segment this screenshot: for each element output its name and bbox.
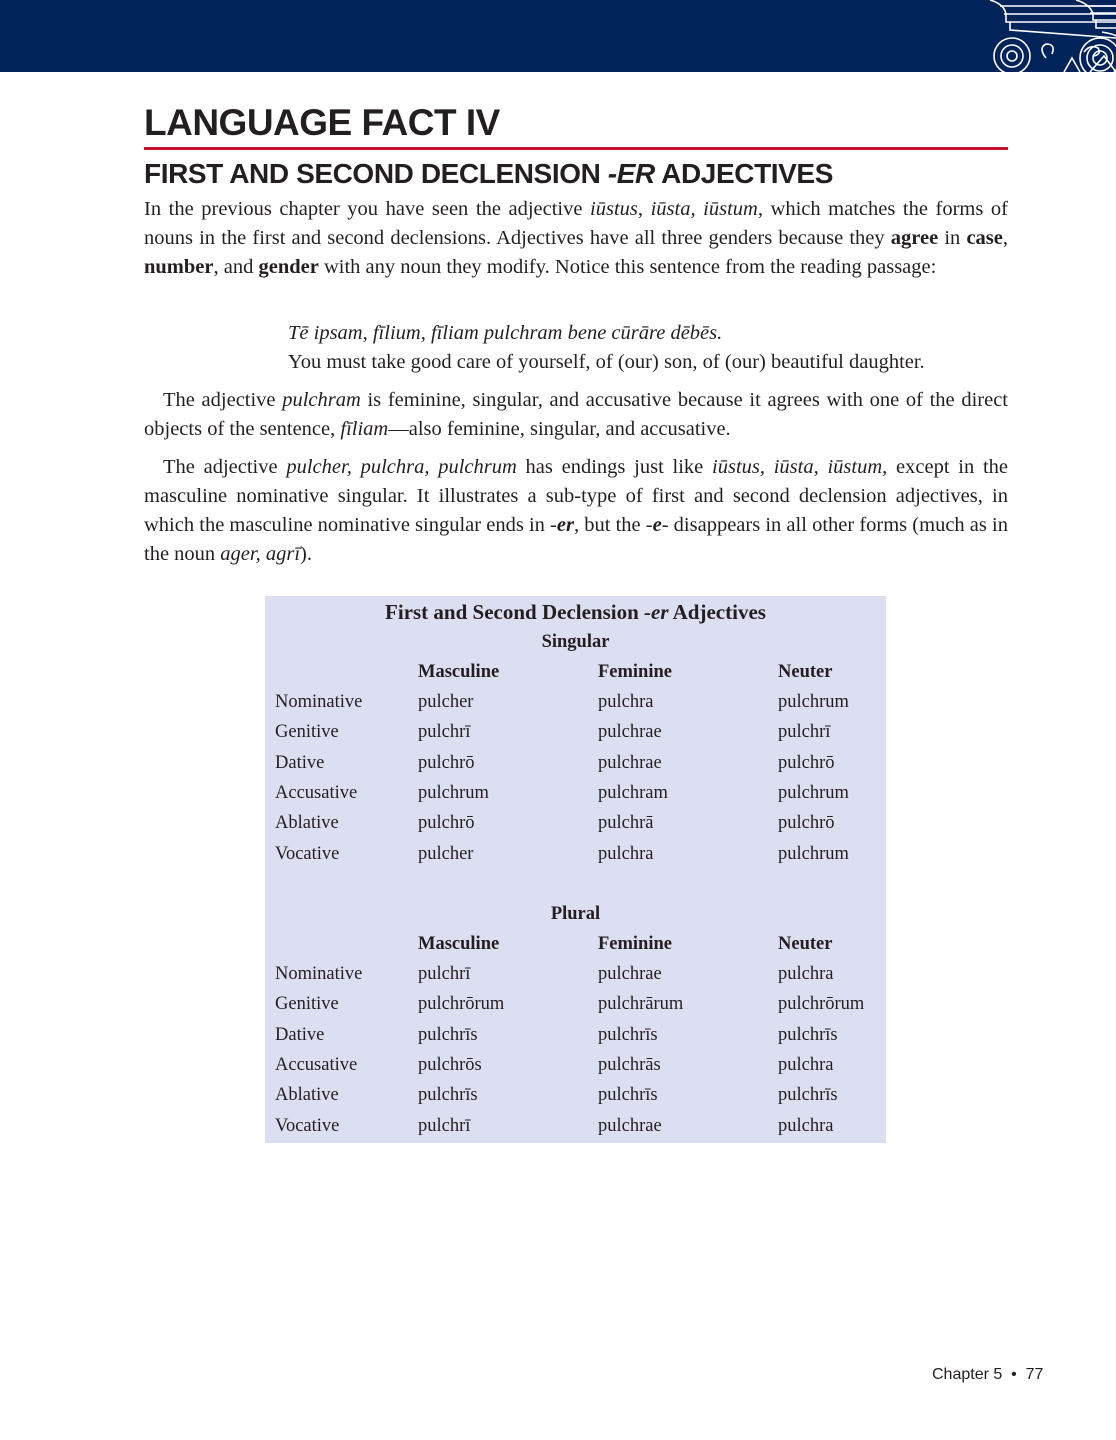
page-number: 77 [1025, 1366, 1044, 1383]
table-cell: pulchrō [778, 752, 835, 773]
table-cell: pulchrī [418, 722, 471, 743]
table-cell: pulchrīs [418, 1085, 478, 1106]
table-cell: pulchrī [418, 1115, 471, 1136]
page-footer: Chapter 5 • 77 [932, 1366, 1043, 1384]
paragraph-pulcher: The adjective pulcher, pulchra, pulchrum… [144, 456, 1009, 565]
column-header: Masculine [418, 934, 500, 954]
table-cell: pulchrae [598, 752, 662, 773]
case-label: Accusative [275, 782, 358, 803]
table-cell: pulchrum [418, 782, 489, 803]
column-header: Feminine [598, 662, 672, 682]
table-cell: pulchrōs [418, 1054, 482, 1075]
quote-latin: Tē ipsam, fīlium, fīliam pulchram bene c… [288, 322, 723, 344]
table-cell: pulchrae [598, 722, 662, 743]
table-cell: pulchrī [778, 722, 831, 743]
table-cell: pulchrā [598, 813, 654, 834]
table-cell: pulcher [418, 692, 474, 712]
column-header: Neuter [778, 662, 833, 682]
table-cell: pulchrum [778, 843, 849, 864]
column-header: Neuter [778, 934, 833, 954]
header-banner [0, 0, 1116, 72]
table-cell: pulchra [778, 1054, 834, 1075]
subtitle-text: FIRST AND SECOND DECLENSION [144, 158, 608, 189]
table-cell: pulchrīs [418, 1024, 478, 1045]
subtitle-text-end: ADJECTIVES [654, 158, 833, 189]
case-label: Genitive [275, 722, 339, 743]
subtitle-suffix: -ER [607, 158, 655, 189]
chapter-label: Chapter 5 [932, 1366, 1003, 1383]
case-label: Nominative [275, 964, 363, 984]
case-label: Ablative [275, 1085, 339, 1106]
table-cell: pulchrīs [598, 1024, 658, 1045]
declension-table: First and Second Declension -er Adjectiv… [265, 596, 886, 1143]
case-label: Ablative [275, 813, 339, 834]
table-cell: pulchram [598, 782, 668, 803]
table-cell: pulcher [418, 843, 474, 864]
table-cell: pulchrās [598, 1054, 661, 1075]
case-label: Vocative [275, 1115, 340, 1136]
table-cell: pulchrō [418, 813, 475, 834]
table-cell: pulchra [778, 1115, 834, 1136]
table-cell: pulchrō [778, 813, 835, 834]
case-label: Genitive [275, 994, 339, 1015]
column-header: Masculine [418, 662, 500, 682]
case-label: Accusative [275, 1054, 358, 1075]
column-header: Feminine [598, 934, 672, 954]
table-cell: pulchrum [778, 692, 849, 712]
column-capital-icon [989, 0, 1116, 72]
table-cell: pulchrae [598, 964, 662, 984]
paragraph-intro: In the previous chapter you have seen th… [144, 198, 1008, 278]
table-cell: pulchrō [418, 752, 475, 773]
singular-label: Singular [541, 632, 610, 652]
table-cell: pulchra [778, 964, 834, 984]
table-cell: pulchrīs [778, 1024, 838, 1045]
footer-separator: • [1011, 1366, 1017, 1383]
table-cell: pulchra [598, 843, 654, 864]
title-rule [144, 147, 1008, 150]
table-cell: pulchrum [778, 782, 849, 803]
table-title: First and Second Declension -er Adjectiv… [385, 600, 766, 624]
case-label: Nominative [275, 692, 363, 712]
case-label: Dative [275, 752, 325, 773]
table-cell: pulchrīs [598, 1085, 658, 1106]
table-cell: pulchrārum [598, 994, 684, 1015]
table-cell: pulchrōrum [418, 994, 505, 1015]
page-title: LANGUAGE FACT IV [144, 102, 500, 143]
plural-label: Plural [550, 904, 601, 924]
table-cell: pulchrōrum [778, 994, 865, 1015]
case-label: Dative [275, 1024, 325, 1045]
table-cell: pulchrīs [778, 1085, 838, 1106]
case-label: Vocative [275, 843, 340, 864]
table-cell: pulchra [598, 692, 654, 712]
table-cell: pulchrī [418, 964, 471, 984]
quote-english: You must take good care of yourself, of … [288, 351, 925, 373]
paragraph-pulchram: The adjective pulchram is feminine, sing… [144, 389, 1009, 440]
section-subtitle: FIRST AND SECOND DECLENSION -ER ADJECTIV… [144, 158, 833, 190]
table-cell: pulchrae [598, 1115, 662, 1136]
